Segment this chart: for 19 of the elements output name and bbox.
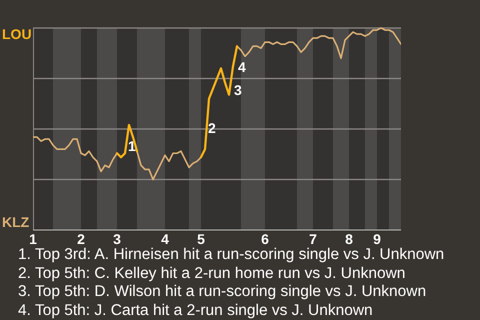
text: 3. Top 5th: D. Wilson hit a run-scoring single vs J. Unknown xyxy=(18,283,428,302)
annotation: 4 xyxy=(238,59,246,75)
x-tick-label: 2 xyxy=(77,230,86,247)
x-tick-label: 8 xyxy=(345,230,354,247)
x-tick-label: 6 xyxy=(261,230,270,247)
text: LOU xyxy=(2,26,32,42)
annotation: 2 xyxy=(208,120,216,136)
x-tick-label: 1 xyxy=(29,230,38,247)
text: KLZ xyxy=(2,214,30,230)
annotation: 1 xyxy=(128,138,136,154)
text: 4. Top 5th: J. Carta hit a 2-run single vs J. Unknown xyxy=(18,302,374,320)
x-tick-label: 9 xyxy=(373,230,382,247)
x-tick-label: 4 xyxy=(161,230,170,247)
text: 2. Top 5th: C. Kelley hit a 2-run home run vs J. Unknown xyxy=(18,264,406,283)
x-tick-label: 3 xyxy=(113,230,122,247)
text: 1. Top 3rd: A. Hirneisen hit a run-scoring single vs J. Unknown xyxy=(18,246,444,264)
annotation: 3 xyxy=(234,82,242,98)
x-tick-label: 5 xyxy=(197,230,206,247)
x-tick-label: 7 xyxy=(309,230,318,247)
